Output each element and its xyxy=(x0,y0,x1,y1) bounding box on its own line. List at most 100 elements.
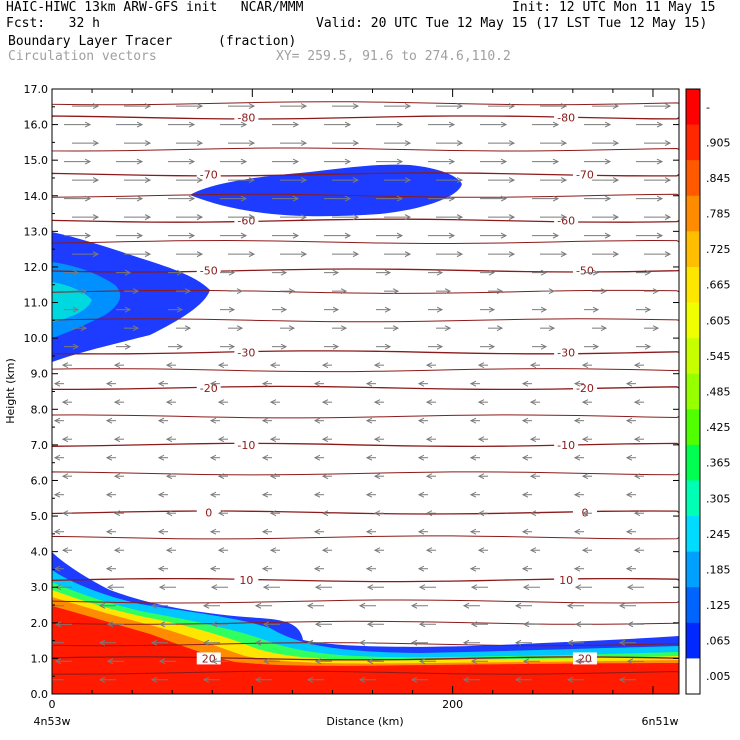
wind-vector-head xyxy=(344,158,352,165)
wind-vector-head xyxy=(261,380,269,387)
wind-vector-head xyxy=(340,325,348,332)
field-name: Boundary Layer Tracer xyxy=(8,34,173,49)
wind-vector-head xyxy=(61,436,69,443)
wind-vector-head xyxy=(157,528,165,535)
wind-vector-head xyxy=(240,158,248,165)
wind-vector-head xyxy=(633,547,641,554)
wind-vector-head xyxy=(425,510,433,517)
wind-vector-head xyxy=(248,103,256,110)
wind-vector-head xyxy=(448,121,456,128)
wind-vector-head xyxy=(262,584,270,591)
colorbar-label: .545 xyxy=(706,350,731,363)
y-tick-label: 7.0 xyxy=(31,439,49,452)
wind-vector-head xyxy=(165,473,173,480)
colorbar-label: .245 xyxy=(706,528,731,541)
y-tick-label: 11.0 xyxy=(24,297,49,310)
wind-vector-head xyxy=(321,510,329,517)
wind-vector-head xyxy=(261,417,269,424)
temperature-contour xyxy=(52,101,679,106)
colorbar-label: .485 xyxy=(706,386,731,399)
wind-vector-head xyxy=(105,491,113,498)
wind-vector-head xyxy=(604,195,612,202)
wind-vector-head xyxy=(105,565,113,572)
wind-vector-head xyxy=(124,343,132,350)
wind-vector-head xyxy=(521,528,529,535)
wind-vector-head xyxy=(358,639,366,646)
wind-vector-head xyxy=(313,417,321,424)
wind-vector-head xyxy=(98,602,106,609)
wind-vector-head xyxy=(61,510,69,517)
wind-vector-head xyxy=(321,399,329,406)
wind-vector-head xyxy=(633,436,641,443)
wind-vector-head xyxy=(196,177,204,184)
contour-label: -20 xyxy=(576,382,594,395)
wind-vector-head xyxy=(188,232,196,239)
wind-vector-head xyxy=(72,306,80,313)
wind-vector-head xyxy=(625,528,633,535)
wind-vector-head xyxy=(365,417,373,424)
wind-vector-head xyxy=(184,325,192,332)
temperature-contour xyxy=(52,368,679,373)
wind-vector-head xyxy=(209,417,217,424)
wind-vector-head xyxy=(53,380,61,387)
y-tick-label: 6.0 xyxy=(31,474,49,487)
wind-vector-head xyxy=(514,639,522,646)
wind-vector-head xyxy=(626,584,634,591)
wind-vector-head xyxy=(548,325,556,332)
wind-vector-head xyxy=(352,103,360,110)
wind-vector-head xyxy=(261,491,269,498)
wind-vector-head xyxy=(514,602,522,609)
wind-vector-head xyxy=(573,491,581,498)
wind-vector-head xyxy=(417,454,425,461)
wind-vector-head xyxy=(106,621,114,628)
wind-vector-head xyxy=(53,491,61,498)
wind-vector-head xyxy=(113,473,121,480)
wind-vector-head xyxy=(240,121,248,128)
wind-vector-head xyxy=(196,251,204,258)
wind-vector-head xyxy=(418,584,426,591)
colorbar-swatch xyxy=(686,551,700,588)
wind-vector-head xyxy=(98,639,106,646)
wind-vector-head xyxy=(417,528,425,535)
colorbar-swatch xyxy=(686,480,700,517)
wind-vector-head xyxy=(396,232,404,239)
colorbar-label: .785 xyxy=(706,208,731,221)
wind-vector-head xyxy=(644,306,652,313)
wind-vector-head xyxy=(436,343,444,350)
left-anvil-blue xyxy=(52,232,210,362)
wind-vector-head xyxy=(625,454,633,461)
wind-vector-head xyxy=(552,232,560,239)
wind-vector-head xyxy=(396,158,404,165)
wind-vector-head xyxy=(209,454,217,461)
wind-vector-head xyxy=(228,306,236,313)
wind-vector-head xyxy=(188,158,196,165)
wind-vector-head xyxy=(612,177,620,184)
wind-vector-head xyxy=(157,380,165,387)
wind-vector-head xyxy=(61,473,69,480)
wind-vector-head xyxy=(288,325,296,332)
wind-vector-head xyxy=(321,473,329,480)
wind-vector-head xyxy=(566,639,574,646)
wind-vector-head xyxy=(365,491,373,498)
temperature-contour xyxy=(52,147,679,152)
wind-vector-head xyxy=(157,454,165,461)
x-tick-label: 200 xyxy=(442,698,463,711)
wind-vector-head xyxy=(209,491,217,498)
wind-vector-head xyxy=(656,232,664,239)
wind-vector-head xyxy=(418,658,426,665)
wind-vector-head xyxy=(84,158,92,165)
wind-vector-head xyxy=(306,676,314,683)
colorbar-swatch xyxy=(686,658,700,695)
wind-vector-head xyxy=(612,103,620,110)
x-axis-left-end-label: 4n53w xyxy=(34,715,71,728)
wind-vector-head xyxy=(448,232,456,239)
wind-vector-head xyxy=(340,288,348,295)
wind-vector-head xyxy=(53,528,61,535)
colorbar-label: .365 xyxy=(706,457,731,470)
wind-vector-head xyxy=(508,251,516,258)
temperature-contour xyxy=(52,670,679,675)
wind-vector-head xyxy=(113,547,121,554)
wind-vector-head xyxy=(581,436,589,443)
wind-vector-head xyxy=(392,325,400,332)
